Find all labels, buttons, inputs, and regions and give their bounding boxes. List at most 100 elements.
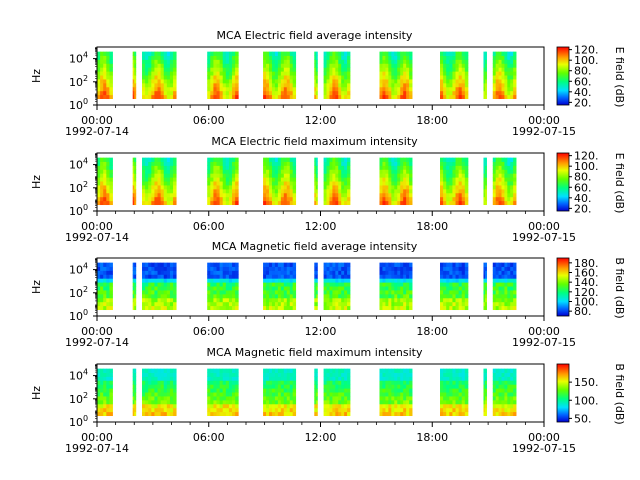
- data-cell: [341, 188, 345, 194]
- data-cell: [379, 407, 383, 413]
- data-cell: [332, 67, 336, 72]
- data-cell: [403, 165, 407, 170]
- data-cell: [394, 403, 398, 409]
- data-cell: [235, 297, 239, 303]
- data-cell: [163, 403, 168, 409]
- data-cell: [289, 407, 294, 413]
- data-cell: [394, 372, 398, 377]
- data-cell: [338, 372, 342, 377]
- data-cell: [166, 192, 171, 198]
- data-cell: [443, 51, 447, 56]
- data-cell: [498, 59, 502, 64]
- data-cell: [335, 399, 339, 405]
- data-cell: [461, 293, 466, 299]
- data-cell: [280, 165, 285, 170]
- data-cell: [394, 293, 398, 299]
- data-cell: [286, 286, 291, 291]
- data-cell: [501, 297, 505, 303]
- data-cell: [385, 278, 389, 283]
- data-cell: [440, 372, 444, 377]
- data-cell: [235, 376, 239, 381]
- data-cell: [232, 173, 236, 178]
- data-cell: [314, 173, 317, 178]
- data-cell: [483, 368, 486, 373]
- data-cell: [232, 368, 236, 373]
- data-cell: [443, 82, 447, 88]
- data-cell: [338, 192, 342, 198]
- data-cell: [495, 286, 499, 291]
- data-cell: [485, 270, 487, 275]
- data-cell: [157, 305, 162, 311]
- data-cell: [280, 290, 285, 295]
- data-cell: [347, 90, 351, 96]
- data-cell: [225, 392, 230, 397]
- data-cell: [485, 293, 487, 299]
- data-cell: [145, 368, 149, 373]
- data-cell: [492, 59, 497, 64]
- data-cell: [314, 368, 317, 373]
- data-cell: [329, 297, 333, 303]
- data-cell: [277, 301, 282, 307]
- data-cell: [277, 71, 282, 76]
- data-cell: [315, 274, 318, 279]
- data-cell: [455, 396, 460, 401]
- data-cell: [385, 173, 389, 178]
- data-cell: [166, 368, 171, 373]
- data-cell: [504, 173, 508, 178]
- data-cell: [394, 59, 398, 64]
- data-cell: [329, 196, 333, 202]
- data-cell: [166, 384, 171, 389]
- data-cell: [485, 196, 487, 202]
- data-cell: [283, 376, 288, 381]
- data-cell: [132, 396, 135, 401]
- data-cell: [263, 55, 267, 60]
- data-cell: [458, 388, 463, 393]
- data-cell: [286, 75, 291, 80]
- data-cell: [266, 67, 270, 72]
- data-cell: [151, 274, 155, 279]
- data-cell: [134, 67, 137, 72]
- data-cell: [106, 305, 110, 311]
- data-cell: [232, 301, 236, 307]
- data-cell: [148, 278, 152, 283]
- data-cell: [277, 161, 282, 166]
- data-cell: [292, 384, 297, 389]
- data-cell: [382, 384, 386, 389]
- data-cell: [160, 196, 165, 202]
- data-cell: [344, 293, 348, 299]
- data-cell: [173, 79, 177, 84]
- data-cell: [134, 368, 137, 373]
- data-cell: [329, 282, 333, 287]
- data-cell: [286, 411, 291, 417]
- data-cell: [513, 403, 517, 409]
- data-cell: [338, 90, 342, 96]
- data-cell: [388, 165, 392, 170]
- data-cell: [485, 86, 487, 92]
- data-cell: [507, 71, 511, 76]
- data-cell: [400, 169, 404, 174]
- data-cell: [163, 286, 168, 291]
- data-cell: [216, 55, 221, 60]
- data-cell: [235, 188, 239, 194]
- data-cell: [289, 59, 294, 64]
- data-cell: [400, 188, 404, 194]
- data-cell: [397, 94, 401, 100]
- data-cell: [269, 282, 273, 287]
- data-cell: [132, 79, 135, 84]
- data-cell: [163, 173, 168, 178]
- data-cell: [409, 181, 413, 186]
- data-cell: [507, 94, 511, 100]
- data-cell: [210, 372, 214, 377]
- data-cell: [461, 75, 466, 80]
- data-cell: [483, 282, 486, 287]
- data-cell: [213, 169, 217, 174]
- data-cell: [228, 181, 233, 186]
- data-cell: [213, 407, 217, 413]
- data-cell: [283, 407, 288, 413]
- data-cell: [216, 75, 221, 80]
- data-cell: [274, 411, 279, 417]
- data-cell: [446, 79, 450, 84]
- data-cell: [492, 407, 497, 413]
- data-cell: [210, 270, 214, 275]
- data-cell: [347, 407, 351, 413]
